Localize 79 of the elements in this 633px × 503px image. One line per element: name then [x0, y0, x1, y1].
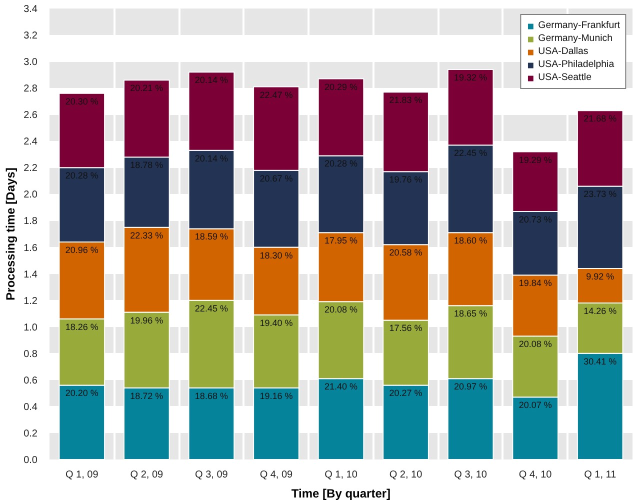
annotation: 9.92 %: [586, 271, 614, 282]
x-tick-label: Q 4, 10: [518, 470, 552, 480]
annotation: 20.14 %: [194, 153, 228, 164]
annotation: 19.76 %: [389, 174, 422, 185]
x-tick-label: Q 4, 09: [260, 470, 294, 480]
annotation: 18.78 %: [130, 160, 164, 170]
y-tick-label: 2.0: [24, 190, 38, 201]
annotation: 18.65 %: [454, 308, 488, 319]
annotation: 18.59 %: [194, 232, 228, 242]
annotation: 20.97 %: [454, 382, 488, 392]
annotation: 20.14 %: [194, 75, 228, 86]
y-tick-label: 0.8: [24, 348, 38, 360]
y-tick-label: 1.6: [24, 242, 38, 254]
x-tick-label: Q 3, 10: [454, 470, 488, 480]
legend-label: Germany-Munich: [538, 33, 612, 44]
annotation: 20.27 %: [389, 388, 422, 398]
annotation: 30.41 %: [584, 356, 617, 366]
annotation: 20.08 %: [324, 304, 358, 315]
legend-label: USA-Dallas: [538, 46, 588, 57]
annotation: 22.45 %: [194, 303, 228, 314]
annotation: 20.29 %: [324, 82, 358, 92]
annotation: 20.08 %: [518, 339, 552, 350]
y-tick-label: 0.2: [24, 428, 38, 440]
annotation: 18.26 %: [65, 322, 98, 332]
annotation: 19.32 %: [454, 72, 488, 83]
annotation: 18.30 %: [260, 250, 293, 260]
y-tick-label: 3.2: [24, 30, 38, 42]
annotation: 17.56 %: [389, 323, 422, 334]
y-tick-label: 3.0: [24, 57, 38, 68]
annotation: 20.73 %: [518, 214, 552, 224]
annotation: 20.28 %: [65, 170, 98, 181]
y-tick-label: 3.4: [24, 4, 38, 15]
annotation: 20.30 %: [65, 96, 98, 106]
y-tick-label: 2.4: [24, 136, 38, 148]
annotation: 18.72 %: [130, 390, 164, 401]
annotation: 20.67 %: [260, 173, 293, 184]
annotation: 19.84 %: [518, 278, 552, 288]
y-tick-label: 0.0: [24, 455, 38, 466]
legend-label: USA-Philadelphia: [538, 59, 614, 70]
y-tick-label: 1.4: [24, 269, 38, 280]
y-tick-label: 2.2: [24, 163, 38, 174]
annotation: 22.33 %: [130, 230, 164, 240]
annotation: 20.07 %: [518, 400, 552, 410]
annotation: 18.60 %: [454, 236, 488, 246]
y-tick-label: 1.0: [24, 322, 38, 334]
x-tick-label: Q 1, 10: [324, 470, 358, 480]
y-tick-label: 0.4: [24, 402, 38, 413]
y-tick-label: 2.8: [24, 84, 38, 95]
y-tick-label: 2.6: [24, 110, 38, 122]
annotation: 22.47 %: [260, 90, 293, 100]
annotation: 21.83 %: [389, 95, 422, 106]
annotation: 19.16 %: [260, 390, 293, 401]
annotation: 23.73 %: [584, 189, 617, 200]
annotation: 14.26 %: [584, 306, 617, 316]
annotation: 17.95 %: [324, 236, 358, 246]
annotation: 20.96 %: [65, 244, 98, 255]
annotation: 20.28 %: [324, 158, 358, 169]
y-tick-label: 1.8: [24, 216, 38, 228]
annotation: 22.45 %: [454, 148, 488, 158]
x-axis-title: Time [By quarter]: [291, 486, 391, 500]
annotation: 20.21 %: [130, 83, 164, 94]
x-tick-label: Q 2, 09: [130, 470, 164, 480]
annotation: 19.96 %: [130, 315, 164, 326]
annotation: 20.20 %: [65, 388, 98, 398]
annotation: 19.29 %: [518, 154, 552, 165]
y-axis-title: Processing time [Days]: [4, 168, 18, 300]
y-tick-label: 1.2: [24, 296, 38, 307]
x-tick-label: Q 1, 11: [584, 470, 617, 480]
annotation: 21.40 %: [324, 382, 358, 392]
legend-label: USA-Seattle: [538, 72, 592, 83]
annotation: 18.68 %: [194, 390, 228, 401]
annotation: 19.40 %: [260, 318, 293, 328]
x-tick-label: Q 3, 09: [195, 470, 228, 480]
y-tick-label: 0.6: [24, 375, 38, 386]
annotation: 21.68 %: [584, 114, 617, 124]
annotation: 20.58 %: [389, 248, 422, 258]
legend-label: Germany-Frankfurt: [538, 20, 620, 31]
x-tick-label: Q 2, 10: [389, 470, 423, 480]
x-tick-label: Q 1, 09: [65, 470, 99, 480]
